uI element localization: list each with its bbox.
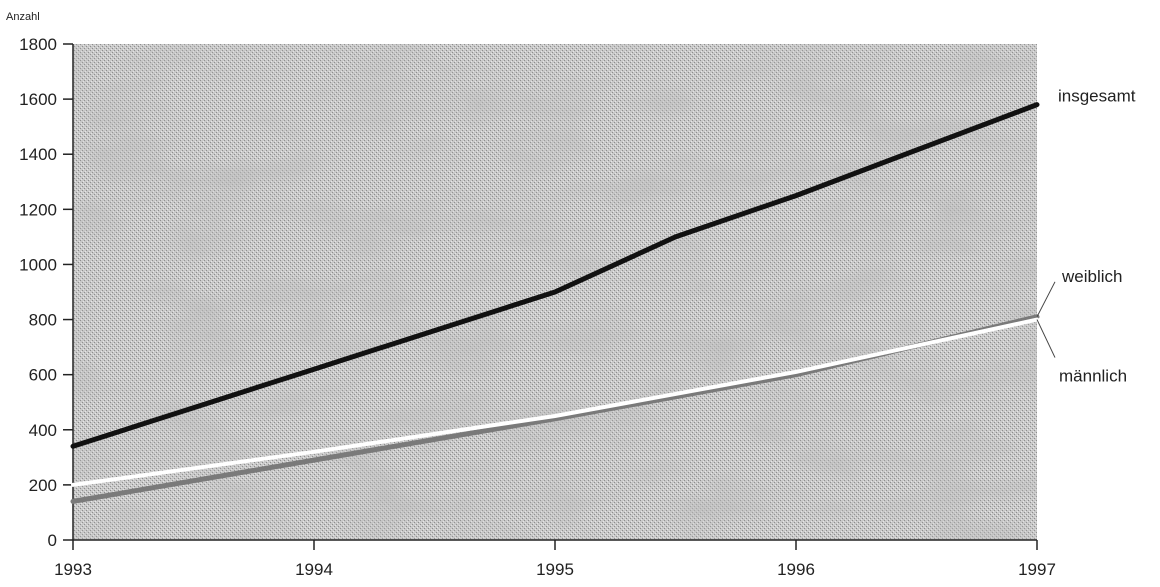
y-axis-unit-label: Anzahl (6, 11, 40, 23)
y-tick-label: 1800 (19, 35, 57, 54)
y-tick-label: 200 (29, 476, 57, 495)
axes: 0 200 400 600 800 1000 1200 1400 1600 1800 1993 199… (19, 35, 1056, 579)
series-line-3 (71, 317, 1039, 487)
y-tick-label: 1200 (19, 200, 57, 219)
x-tick-label: 1995 (536, 560, 574, 579)
y-tick-label: 400 (29, 421, 57, 440)
y-tick-label: 1000 (19, 255, 57, 274)
x-tick-label: 1996 (777, 560, 815, 579)
series-line-1 (70, 102, 1040, 449)
series-label-2: weiblich (1061, 267, 1122, 286)
y-tick-label: 1600 (19, 90, 57, 109)
y-tick-label: 600 (29, 366, 57, 385)
y-tick-label: 1400 (19, 145, 57, 164)
x-tick-label: 1994 (295, 560, 333, 579)
y-tick-label: 0 (48, 531, 57, 550)
series-3-leader-line (1036, 319, 1056, 358)
series-2-leader-line (1036, 281, 1056, 318)
x-tick-label: 1997 (1018, 560, 1056, 579)
y-tick-label: 800 (29, 311, 57, 330)
series-layer: insgesamt weiblich männlich (70, 87, 1136, 504)
series-label-1: insgesamt (1058, 87, 1136, 106)
series-label-3: männlich (1059, 367, 1127, 386)
x-tick-label: 1993 (54, 560, 92, 579)
